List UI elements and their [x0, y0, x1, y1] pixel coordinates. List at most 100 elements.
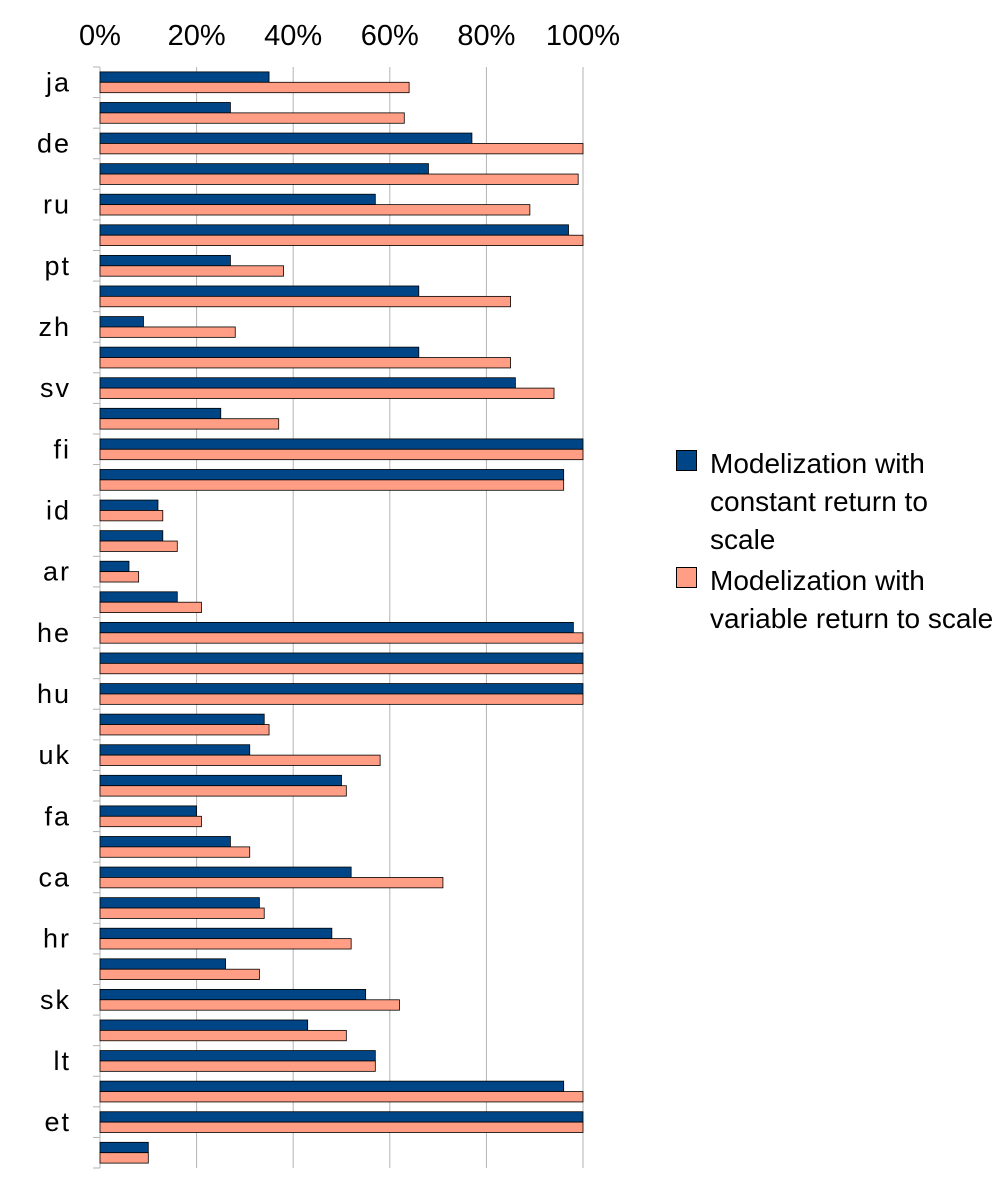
bar-variable: [99, 724, 270, 736]
bar-constant: [99, 224, 569, 236]
bar-variable: [99, 479, 565, 491]
category-label: ar: [43, 557, 71, 587]
bar-variable: [99, 754, 381, 766]
bar-variable: [99, 143, 584, 155]
bar-constant: [99, 71, 270, 83]
bar-variable: [99, 601, 202, 614]
category-label: hr: [43, 924, 71, 954]
bar-variable: [99, 815, 202, 828]
legend-swatch-constant: [676, 450, 697, 471]
bar-constant: [99, 805, 197, 817]
bar-variable: [99, 295, 511, 308]
bar-constant: [99, 254, 231, 267]
bar-variable: [99, 907, 265, 919]
bar-variable: [99, 632, 584, 644]
category-label: sv: [40, 373, 71, 403]
bar-constant: [99, 407, 222, 420]
bar-constant: [99, 988, 367, 1001]
bar-variable: [99, 1091, 584, 1103]
bar-variable: [99, 1060, 376, 1072]
bar-constant: [99, 469, 565, 481]
bar-constant: [99, 1141, 149, 1154]
bar-constant: [99, 1111, 584, 1123]
bar-variable: [99, 265, 284, 277]
bar-constant: [99, 377, 516, 389]
bar-constant: [99, 560, 130, 573]
category-label: ja: [45, 67, 71, 97]
category-label: lt: [54, 1046, 72, 1076]
bar-variable: [99, 1029, 347, 1042]
bar-variable: [99, 938, 352, 950]
bar-variable: [99, 448, 584, 461]
bar-constant: [99, 744, 251, 756]
x-tick-label: 100%: [546, 20, 620, 52]
bar-variable: [99, 571, 140, 583]
bar-constant: [99, 132, 473, 144]
category-label: pt: [44, 251, 71, 281]
bar-constant: [99, 438, 584, 450]
legend-swatch-variable: [676, 567, 697, 588]
bar-variable: [99, 693, 584, 705]
category-label: de: [37, 128, 71, 158]
bar-constant: [99, 316, 144, 328]
bar-constant: [99, 1050, 376, 1062]
category-label: hu: [37, 679, 71, 709]
bar-constant: [99, 652, 584, 664]
category-label: uk: [38, 740, 71, 770]
bar-constant: [99, 102, 231, 114]
bar-constant: [99, 866, 352, 878]
bar-constant: [99, 285, 420, 297]
bar-variable: [99, 999, 400, 1011]
bar-variable: [99, 877, 444, 889]
bar-constant: [99, 774, 342, 787]
bar-variable: [99, 234, 584, 247]
legend: Modelization with constant return to sca…: [676, 445, 996, 641]
legend-label-variable: Modelization with variable return to sca…: [710, 565, 994, 634]
bar-variable: [99, 510, 164, 522]
bar-variable: [99, 204, 531, 216]
bar-constant: [99, 1080, 565, 1092]
category-label: fi: [54, 434, 72, 464]
bar-variable: [99, 785, 347, 797]
category-label: fa: [44, 801, 71, 831]
bar-constant: [99, 346, 420, 358]
bar-variable: [99, 326, 236, 338]
bar-constant: [99, 958, 226, 970]
x-tick-label: 0%: [79, 20, 121, 52]
legend-item-constant: Modelization with constant return to sca…: [676, 445, 996, 559]
bar-constant: [99, 530, 164, 542]
bar-variable: [99, 662, 584, 675]
bar-variable: [99, 81, 410, 94]
bar-variable: [99, 1121, 584, 1133]
bar-variable: [99, 846, 251, 858]
x-tick-label: 40%: [264, 20, 322, 52]
bar-constant: [99, 836, 231, 848]
category-label: ca: [38, 862, 71, 892]
bar-variable: [99, 1152, 149, 1164]
category-label: ru: [43, 190, 71, 220]
bar-constant: [99, 683, 584, 695]
bar-variable: [99, 418, 280, 430]
bar-constant: [99, 163, 429, 175]
legend-item-variable: Modelization with variable return to sca…: [676, 562, 996, 638]
x-tick-label: 80%: [457, 20, 515, 52]
bar-constant: [99, 927, 333, 940]
category-label: id: [46, 495, 71, 525]
bar-variable: [99, 173, 579, 185]
category-label: zh: [38, 312, 71, 342]
bar-constant: [99, 1019, 309, 1031]
bar-variable: [99, 968, 260, 981]
bar-variable: [99, 387, 555, 399]
x-tick-label: 60%: [361, 20, 419, 52]
bar-constant: [99, 713, 265, 725]
category-label: sk: [40, 985, 71, 1015]
legend-label-constant: Modelization with constant return to sca…: [710, 448, 928, 555]
x-tick-label: 20%: [168, 20, 226, 52]
bar-variable: [99, 540, 178, 552]
bar-constant: [99, 591, 178, 603]
category-label: he: [37, 618, 71, 648]
bar-constant: [99, 193, 376, 206]
bar-variable: [99, 357, 511, 369]
category-label: et: [44, 1107, 71, 1137]
